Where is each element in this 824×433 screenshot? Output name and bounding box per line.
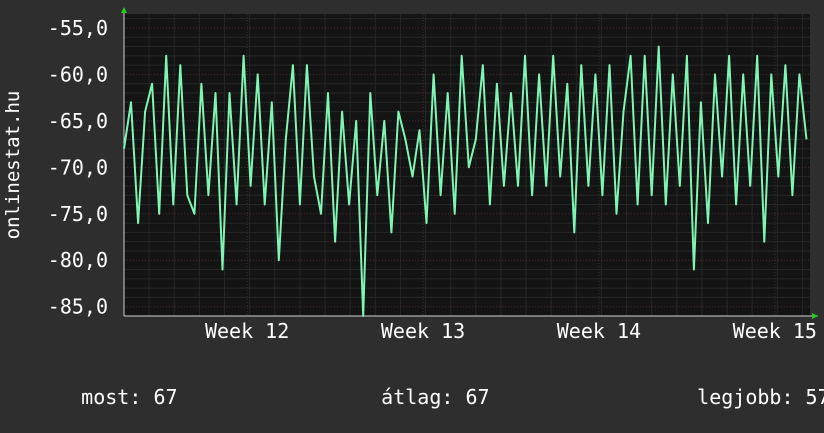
best-stat: legjobb: 57 <box>649 361 824 409</box>
current-label: most: <box>81 385 142 409</box>
grid-lines <box>123 14 810 317</box>
average-value: 67 <box>465 385 490 409</box>
best-value: 57 <box>805 385 824 409</box>
line-chart: -55,0 -60,0 -65,0 -70,0 -75,0 -80,0 -85,0 Week… <box>2 7 818 343</box>
best-label: legjobb: <box>697 385 794 409</box>
y-tick-label: -80,0 <box>48 248 108 272</box>
x-tick-label: Week 14 <box>557 319 641 343</box>
y-tick-label: -65,0 <box>48 109 108 133</box>
y-tick-labels: -55,0 -60,0 -65,0 -70,0 -75,0 -80,0 -85,0 <box>48 16 108 319</box>
y-tick-label: -60,0 <box>48 62 108 86</box>
average-label: átlag: <box>381 385 454 409</box>
y-tick-label: -55,0 <box>48 16 108 40</box>
y-axis-label: onlinestat.hu <box>2 91 24 240</box>
axes <box>121 7 818 319</box>
current-stat: most: 67 <box>33 361 177 409</box>
y-tick-label: -70,0 <box>48 155 108 179</box>
chart-panel: -55,0 -60,0 -65,0 -70,0 -75,0 -80,0 -85,0 Week… <box>2 7 824 409</box>
average-stat: átlag: 67 <box>333 361 489 409</box>
x-tick-label: Week 13 <box>381 319 465 343</box>
y-axis-arrow <box>121 7 127 13</box>
series-layer <box>123 45 808 317</box>
y-tick-label: -75,0 <box>48 202 108 226</box>
current-value: 67 <box>153 385 178 409</box>
y-tick-label: -85,0 <box>48 295 108 319</box>
x-tick-label: Week 12 <box>205 319 289 343</box>
x-tick-labels: Week 12 Week 13 Week 14 Week 15 <box>205 319 817 343</box>
x-tick-label: Week 15 <box>733 319 817 343</box>
x-axis-arrow <box>812 313 818 319</box>
series-line <box>123 45 808 317</box>
